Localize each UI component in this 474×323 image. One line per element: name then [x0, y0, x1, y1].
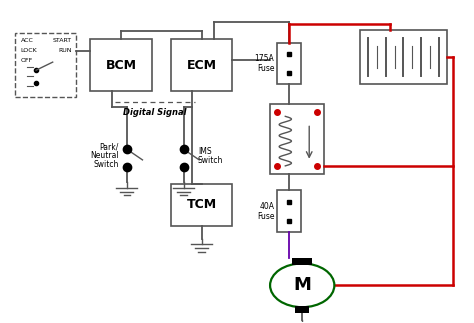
- Text: LOCK: LOCK: [20, 48, 37, 53]
- FancyBboxPatch shape: [171, 184, 232, 226]
- Text: START: START: [53, 38, 72, 43]
- Text: Switch: Switch: [93, 160, 119, 169]
- Text: M: M: [293, 276, 311, 294]
- Text: BCM: BCM: [106, 58, 137, 71]
- Text: ECM: ECM: [187, 58, 217, 71]
- Text: ACC: ACC: [20, 38, 34, 43]
- FancyBboxPatch shape: [270, 104, 324, 174]
- Circle shape: [270, 264, 334, 307]
- FancyBboxPatch shape: [15, 33, 76, 97]
- Text: Park/: Park/: [100, 142, 119, 151]
- Text: TCM: TCM: [186, 198, 217, 212]
- Text: Neutral: Neutral: [90, 151, 119, 160]
- Text: 40A
Fuse: 40A Fuse: [257, 202, 274, 221]
- Text: OFF: OFF: [20, 58, 33, 63]
- Text: Switch: Switch: [198, 156, 223, 165]
- FancyBboxPatch shape: [171, 39, 232, 91]
- FancyBboxPatch shape: [277, 43, 301, 84]
- FancyBboxPatch shape: [277, 191, 301, 232]
- Text: IMS: IMS: [198, 147, 211, 156]
- FancyBboxPatch shape: [91, 39, 152, 91]
- FancyBboxPatch shape: [360, 30, 447, 84]
- Text: RUN: RUN: [58, 48, 72, 53]
- FancyBboxPatch shape: [292, 258, 312, 265]
- FancyBboxPatch shape: [295, 306, 309, 313]
- Text: 175A
Fuse: 175A Fuse: [255, 54, 274, 73]
- Text: Digital Signal: Digital Signal: [124, 108, 187, 117]
